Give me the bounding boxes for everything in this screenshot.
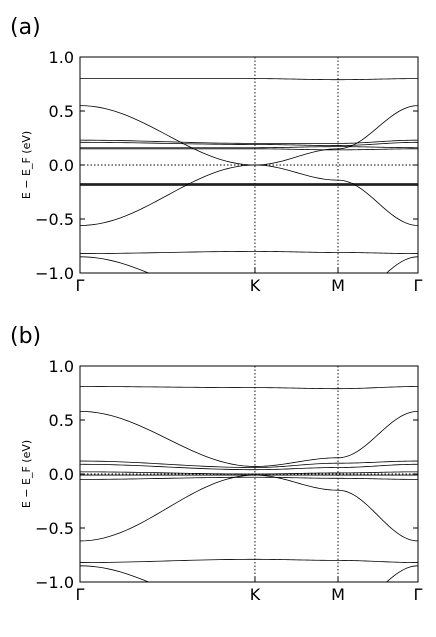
x-tick-label: Γ — [76, 585, 85, 604]
y-axis-label-a: E − E_F (eV) — [20, 131, 33, 199]
band-line-1 — [80, 25, 418, 52]
band-line-1 — [80, 334, 418, 361]
band-line-6 — [80, 146, 418, 149]
y-tick-label: 0.5 — [49, 411, 74, 430]
x-tick-label: K — [250, 585, 261, 604]
bands-b — [80, 334, 418, 582]
y-tick-label: 0.0 — [49, 156, 74, 175]
y-tick-label: −0.5 — [35, 210, 74, 229]
band-line-4 — [80, 460, 418, 468]
symmetry-lines-b — [254, 366, 339, 582]
x-tick-label: Γ — [76, 276, 85, 295]
band-line-7 — [80, 148, 418, 151]
band-line-12 — [80, 251, 418, 254]
x-tick-label: K — [250, 276, 261, 295]
x-tick-label: Γ — [414, 276, 423, 295]
band-line-6 — [80, 471, 418, 475]
band-line-11 — [80, 164, 418, 226]
y-axis-label-b: E − E_F (eV) — [20, 440, 33, 508]
band-line-2 — [80, 386, 418, 390]
panel-a: (a) E − E_F (eV) 1.0 0.5 0.0 −0.5 −1.0 Γ K M Γ — [10, 15, 423, 295]
plot-frame-a — [79, 56, 419, 274]
y-tick-label: 1.0 — [49, 48, 74, 67]
band-line-3 — [80, 105, 418, 166]
plot-frame-b — [79, 365, 419, 583]
band-line-5 — [80, 463, 418, 471]
y-tick-label: 1.0 — [49, 357, 74, 376]
panel-b: (b) E − E_F (eV) 1.0 0.5 0.0 −0.5 −1.0 Γ K M Γ — [10, 324, 423, 604]
x-tick-label: M — [331, 276, 345, 295]
y-tick-label: 0.0 — [49, 465, 74, 484]
band-line-5 — [80, 141, 418, 146]
band-line-2 — [80, 78, 418, 81]
y-tick-label: −0.5 — [35, 519, 74, 538]
y-ticks-b: 1.0 0.5 0.0 −0.5 −1.0 — [35, 357, 418, 592]
band-line-10 — [80, 558, 418, 563]
band-line-4 — [80, 139, 418, 144]
band-line-8 — [80, 476, 418, 480]
x-tick-label: M — [331, 585, 345, 604]
y-tick-label: 0.5 — [49, 102, 74, 121]
bands-a — [80, 25, 418, 273]
y-tick-label: −1.0 — [35, 573, 74, 592]
band-line-9 — [80, 474, 418, 542]
band-line-3 — [80, 410, 418, 467]
panel-label-b: (b) — [10, 324, 41, 349]
y-ticks-a: 1.0 0.5 0.0 −0.5 −1.0 — [35, 48, 418, 283]
y-tick-label: −1.0 — [35, 264, 74, 283]
symmetry-lines-a — [254, 57, 339, 273]
panel-label-a: (a) — [10, 15, 41, 40]
x-tick-label: Γ — [414, 585, 423, 604]
